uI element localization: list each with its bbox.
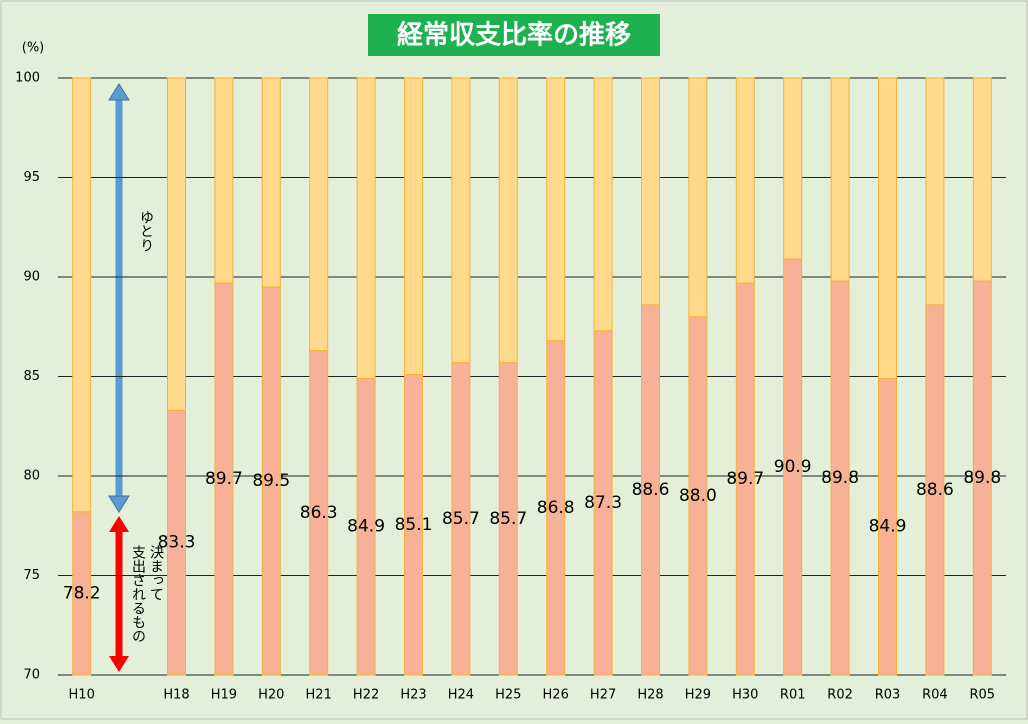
x-tick-label: H25 <box>495 688 521 703</box>
title-box <box>368 14 660 56</box>
data-label: 90.9 <box>774 457 812 477</box>
data-label: 88.6 <box>916 480 954 500</box>
bar-segment <box>498 77 518 364</box>
x-tick-label: H28 <box>637 688 663 703</box>
x-tick-label: H22 <box>353 688 379 703</box>
arrow-margin <box>108 83 130 513</box>
data-label: 84.9 <box>347 517 385 537</box>
bar-segment <box>830 77 850 282</box>
bar-segment <box>546 77 566 342</box>
data-label: 83.3 <box>158 533 196 553</box>
bar-segment <box>735 77 755 284</box>
data-label: 85.1 <box>395 515 433 535</box>
data-label: 88.6 <box>632 480 670 500</box>
data-label: 86.3 <box>300 503 338 523</box>
x-tick-label: H20 <box>258 688 284 703</box>
x-tick-label: H26 <box>543 688 569 703</box>
annotation: 決まって <box>148 545 164 601</box>
y-tick-label: 90 <box>23 270 40 285</box>
bar-segment <box>925 77 945 306</box>
x-tick-label: R05 <box>970 688 996 703</box>
data-label: 89.7 <box>205 469 243 489</box>
data-label: 89.8 <box>821 468 859 488</box>
bar-segment <box>261 77 281 288</box>
bar-segment <box>356 77 376 379</box>
y-tick-label: 100 <box>15 71 40 86</box>
x-tick-label: H19 <box>211 688 237 703</box>
y-tick-label: 75 <box>23 568 40 583</box>
x-tick-label: H24 <box>448 688 474 703</box>
bar-segment <box>688 77 708 318</box>
bar-segment <box>451 77 471 364</box>
y-tick-label: 70 <box>23 668 40 683</box>
x-tick-label: H21 <box>306 688 332 703</box>
annotation: ゆとり <box>138 210 154 252</box>
data-label: 85.7 <box>489 509 527 529</box>
chart-title: 経常収支比率の推移 <box>397 20 631 51</box>
x-tick-label: R03 <box>875 688 901 703</box>
data-label: 87.3 <box>584 493 622 513</box>
bar-segment <box>404 77 423 376</box>
x-tick-label: R04 <box>922 688 948 703</box>
bar-segment <box>783 77 803 260</box>
arrow-fixed <box>109 516 129 672</box>
x-tick-label: H27 <box>590 688 616 703</box>
y-tick-label: 80 <box>23 469 40 484</box>
y-tick-label: 95 <box>23 170 40 185</box>
bar-segment <box>214 77 234 284</box>
annotation: 支出されるもの <box>130 545 146 643</box>
bar-segment <box>878 77 897 379</box>
bar-segment <box>309 77 329 352</box>
x-tick-label: H30 <box>732 688 758 703</box>
x-tick-label: H23 <box>400 688 426 703</box>
bar-segment <box>972 77 992 282</box>
data-label: 85.7 <box>442 509 480 529</box>
bar-segment <box>593 77 613 332</box>
y-axis-label: (%) <box>22 41 45 56</box>
data-label: 89.7 <box>726 469 764 489</box>
x-tick-label: R02 <box>827 688 853 703</box>
bar-segment <box>72 77 92 513</box>
bar-segment <box>641 77 660 306</box>
bar-segment <box>167 77 186 411</box>
data-label: 84.9 <box>869 517 907 537</box>
data-label: 89.8 <box>963 468 1001 488</box>
y-tick-label: 85 <box>23 369 40 384</box>
data-label: 89.5 <box>252 471 290 491</box>
data-label: 86.8 <box>537 498 575 518</box>
x-tick-label: H10 <box>69 688 95 703</box>
data-label: 88.0 <box>679 486 717 506</box>
data-label: 78.2 <box>63 583 101 603</box>
x-tick-label: H18 <box>163 688 189 703</box>
x-tick-label: H29 <box>685 688 711 703</box>
x-tick-label: R01 <box>780 688 806 703</box>
